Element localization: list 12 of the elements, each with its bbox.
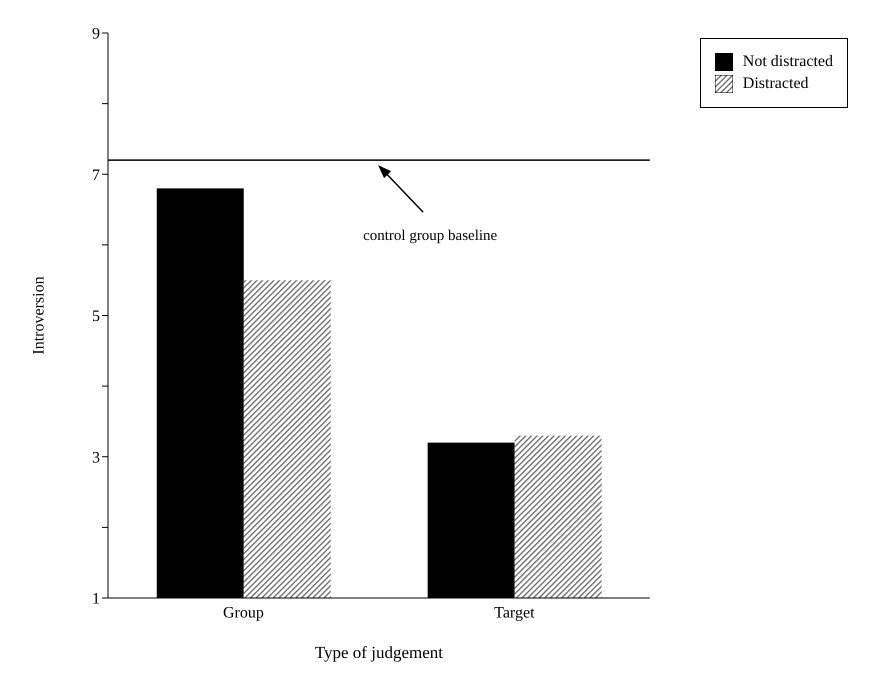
x-axis-title: Type of judgement [314, 643, 444, 662]
y-tick-label: 1 [92, 590, 100, 608]
y-axis-title: Introversion [30, 276, 48, 355]
legend-label: Not distracted [742, 53, 833, 71]
y-tick-label: 3 [92, 449, 100, 466]
x-tick-label: Group [223, 604, 264, 622]
y-tick-label: 7 [92, 166, 100, 184]
legend-label: Distracted [742, 75, 809, 93]
x-tick-label: Target [494, 604, 536, 622]
y-tick-label: 9 [92, 26, 100, 43]
y-tick-label: 5 [92, 308, 100, 326]
ref-line-label: control group baseline [363, 228, 498, 244]
